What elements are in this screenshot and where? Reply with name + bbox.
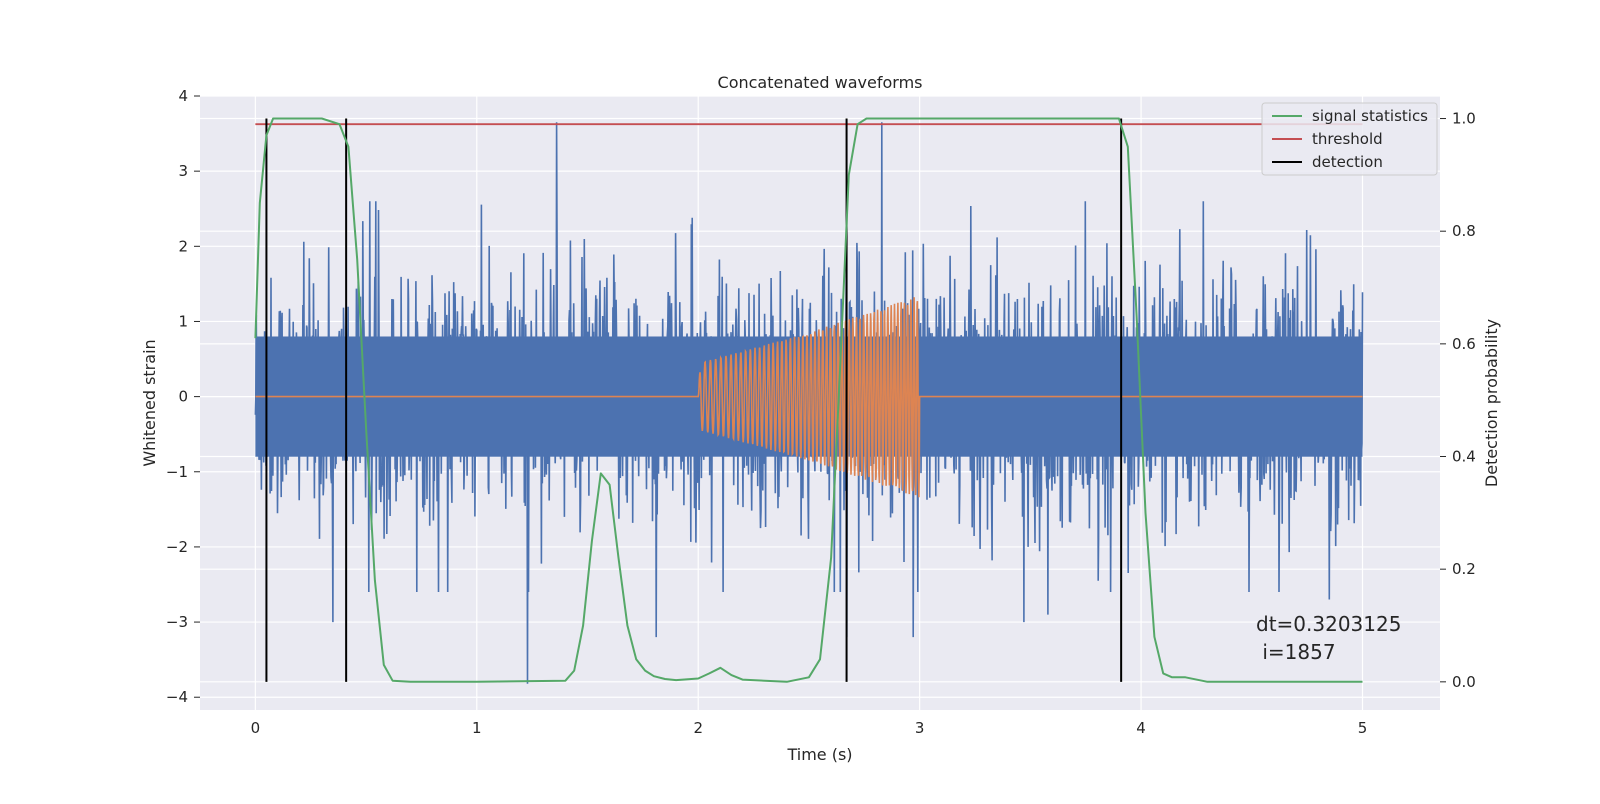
- x-tick-label: 4: [1136, 719, 1146, 737]
- y2-tick-label: 0.2: [1452, 560, 1476, 578]
- y-tick-label: −3: [166, 613, 188, 631]
- legend-label-threshold: threshold: [1312, 130, 1383, 148]
- legend-label-signal: signal statistics: [1312, 107, 1428, 125]
- signal-statistics-line: [254, 117, 1363, 683]
- legend: signal statistics threshold detection: [1261, 102, 1438, 176]
- legend-box: [1261, 102, 1438, 176]
- y-tick-label: 4: [178, 87, 188, 105]
- y-tick-label: −2: [166, 538, 188, 556]
- chirp-series: [255, 297, 1363, 498]
- y-axis-label: Whitened strain: [140, 339, 159, 466]
- y-tick-label: −4: [166, 688, 188, 706]
- y-tick-label: 1: [178, 312, 188, 330]
- x-axis-label: Time (s): [786, 745, 852, 764]
- y2-axis-label: Detection probability: [1482, 319, 1501, 487]
- axes-labels: 0 1 2 3 4 5 −4 −3 −2 −1 0 1 2 3 4 0.0 0.2 0.4 0.6 0.8 1.0: [166, 87, 1476, 737]
- annotation-dt: dt=0.3203125: [1256, 612, 1401, 636]
- y-tick-label: 0: [178, 388, 188, 406]
- x-tick-label: 0: [251, 719, 261, 737]
- y2-tick-label: 0.6: [1452, 335, 1476, 353]
- x-tick-label: 5: [1358, 719, 1368, 737]
- y2-tick-label: 0.4: [1452, 448, 1476, 466]
- x-tick-label: 1: [472, 719, 482, 737]
- x-tick-label: 2: [693, 719, 703, 737]
- data-layer: [254, 117, 1364, 684]
- annotation-i: i=1857: [1256, 640, 1336, 664]
- y-tick-label: −1: [166, 463, 188, 481]
- y2-tick-label: 0.8: [1452, 222, 1476, 240]
- y-tick-label: 2: [178, 237, 188, 255]
- y-tick-label: 3: [178, 162, 188, 180]
- x-tick-label: 3: [915, 719, 925, 737]
- y2-tick-label: 1.0: [1452, 110, 1476, 128]
- y2-tick-label: 0.0: [1452, 673, 1476, 691]
- legend-label-detection: detection: [1312, 153, 1383, 171]
- chart-title: Concatenated waveforms: [718, 73, 923, 92]
